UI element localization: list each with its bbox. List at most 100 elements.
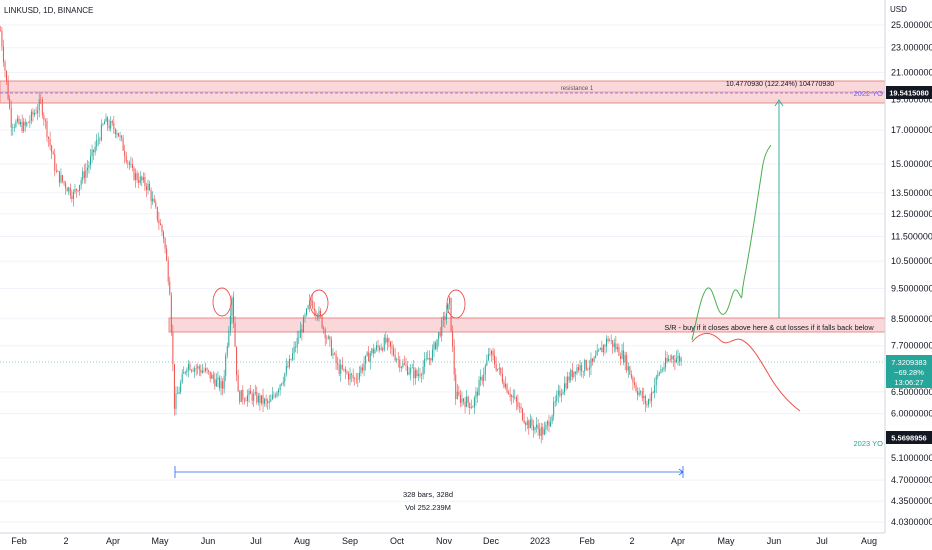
candle-body [337,363,339,365]
time-tick-label: Aug [294,536,310,546]
candle-body [372,348,374,354]
candle-body [194,368,196,372]
candle-body [232,297,234,323]
candle-body [419,374,421,376]
candle-body [632,377,634,383]
candle-body [128,162,130,165]
candle-body [439,332,441,336]
candle-body [369,353,371,362]
candle-body [452,331,454,347]
candle-body [629,366,631,375]
candle-body [649,399,651,401]
candle-body [274,395,276,397]
price-axis[interactable]: 25.0000000 23.0000000 21.0000000 19.0000000… [891,20,932,527]
candle-body [284,373,286,382]
candle-body [363,363,365,371]
candle-body [417,374,419,377]
candle-body [310,300,312,302]
candle-body [556,394,558,401]
candle-body [487,354,489,361]
candle-body [315,310,317,316]
time-tick-label: Nov [436,536,453,546]
candle-body [332,353,334,356]
candle-body [181,373,183,383]
candle-body [341,364,343,369]
candle-body [520,406,522,409]
candle-body [494,355,496,364]
candle-body [578,367,580,371]
candle-body [37,110,39,114]
candle-body [316,315,318,318]
candle-body [407,365,409,375]
candle-body [411,367,413,369]
candle-body [486,360,488,366]
candle-body [447,303,449,314]
time-axis[interactable]: Feb 2 Apr May Jun Jul Aug Sep Oct Nov Dec 2023 Feb 2 A… [11,536,877,546]
candle-body [609,340,611,342]
candle-body [644,395,646,404]
candle-body [652,392,654,393]
candle-body [422,366,424,375]
candle-body [271,394,273,400]
candle-body [526,420,528,425]
candle-body [15,121,17,128]
candle-body [29,120,31,123]
candle-body [515,397,517,403]
time-tick-label: Feb [579,536,595,546]
candle-body [587,369,589,370]
candle-body [531,419,533,426]
candle-body [228,330,230,347]
candle-body [534,427,536,431]
candle-body [35,112,37,114]
price-tick-label: 4.0300000 [891,517,932,527]
candle-body [295,346,297,348]
candle-body [616,346,618,350]
price-tick-label: 8.5000000 [891,314,932,324]
candle-body [633,382,635,385]
candle-body [459,394,461,403]
candle-body [601,347,603,353]
time-tick-label: Apr [106,536,120,546]
candle-body [234,322,236,347]
candle-body [584,360,586,372]
candle-body [522,408,524,420]
candle-body [497,368,499,371]
candle-body [427,358,429,360]
candle-body [394,354,396,361]
candle-body [99,139,101,141]
candle-body [383,337,385,351]
candle-body [287,366,289,368]
candle-body [560,394,562,396]
candle-body [425,358,427,359]
peak-circle-nov [446,289,466,319]
candle-body [4,61,6,71]
candle-body [450,297,452,332]
candle-body [156,206,158,220]
candle-body [131,164,133,168]
time-tick-label: Jun [201,536,216,546]
candle-body [71,195,73,199]
yo-2023-price-text: 5.5698956 [891,434,926,443]
date-range-arrowhead [678,468,684,476]
time-tick-label: May [151,536,169,546]
candle-body [453,346,455,375]
candle-body [371,348,373,354]
candle-body [187,364,189,370]
candle-body [6,70,8,81]
candle-body [646,403,648,405]
candle-body [260,395,262,404]
candle-body [483,374,485,381]
yo-2022-price-text: 19.5415080 [889,89,929,98]
candle-body [222,381,224,389]
candle-body [12,127,14,128]
candle-body [243,399,245,401]
candle-body [604,345,606,347]
candle-body [323,327,325,329]
candle-body [574,371,576,374]
price-tick-label: 4.3500000 [891,496,932,506]
candle-body [581,365,583,372]
candle-body [111,121,113,124]
candle-body [302,317,304,333]
candle-body [655,376,657,386]
